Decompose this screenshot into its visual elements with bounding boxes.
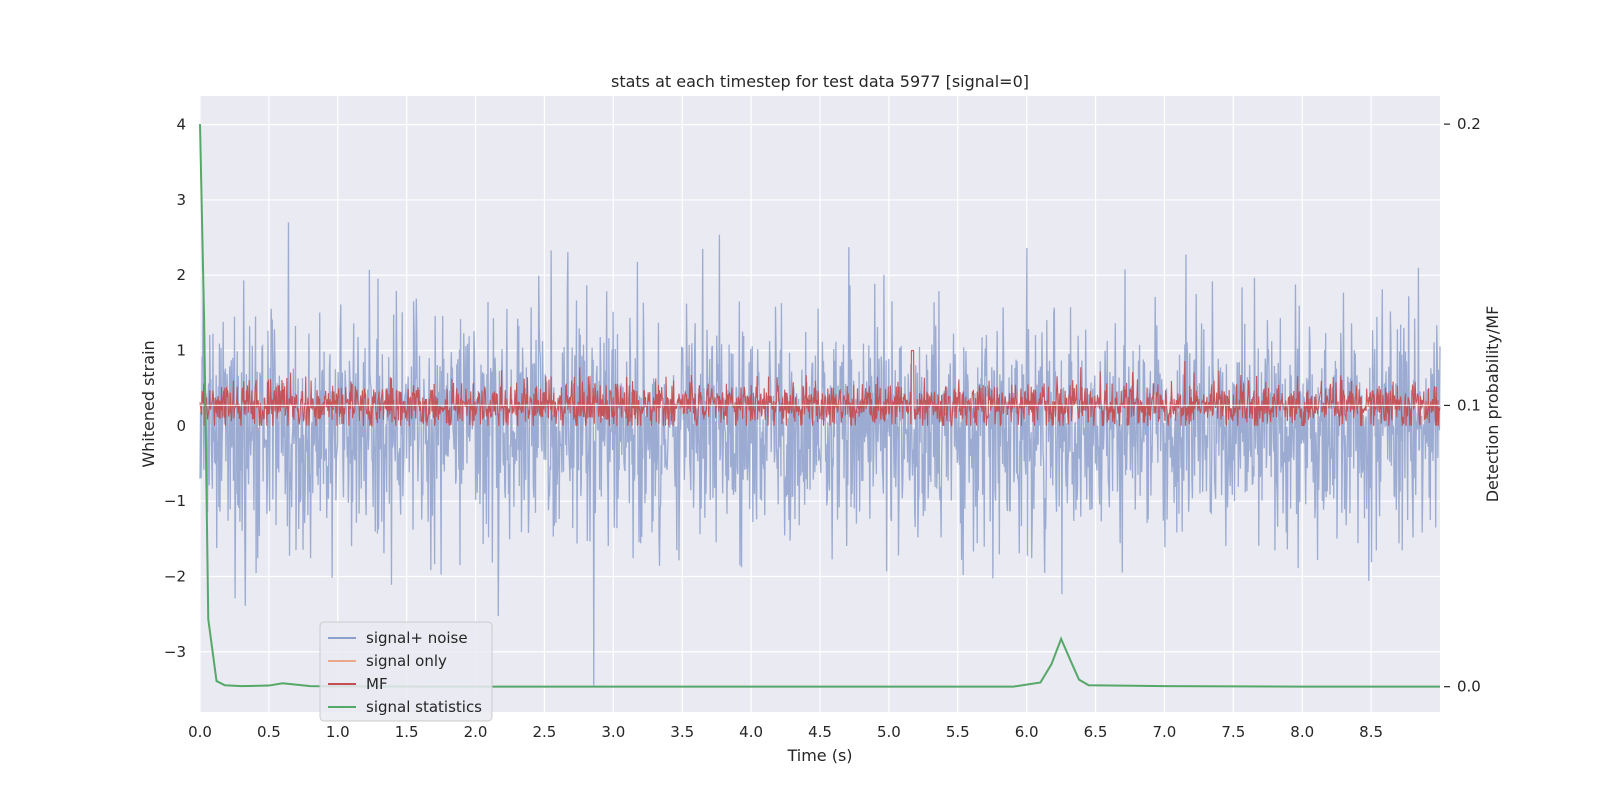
legend-label: signal statistics bbox=[366, 698, 482, 716]
x-tick-label: 5.0 bbox=[877, 723, 901, 741]
x-tick-label: 7.0 bbox=[1153, 723, 1177, 741]
x-tick-label: 0.5 bbox=[257, 723, 281, 741]
legend-label: signal only bbox=[366, 652, 447, 670]
legend-label: signal+ noise bbox=[366, 629, 468, 647]
legend-box bbox=[319, 621, 493, 722]
x-tick-label: 0.0 bbox=[188, 723, 212, 741]
x-tick-label: 3.5 bbox=[670, 723, 694, 741]
x-tick-label: 5.5 bbox=[946, 723, 970, 741]
chart-title: stats at each timestep for test data 597… bbox=[611, 72, 1029, 91]
legend: signal+ noise signal only MF signal statist… bbox=[319, 621, 493, 722]
x-tick-label: 1.5 bbox=[395, 723, 419, 741]
y2-tick-label: 0.2 bbox=[1457, 115, 1481, 133]
y-tick-label: 3 bbox=[176, 191, 186, 209]
x-axis-label: Time (s) bbox=[786, 746, 852, 765]
x-tick-label: 1.0 bbox=[326, 723, 350, 741]
y-tick-label: 2 bbox=[176, 266, 186, 284]
x-tick-label: 7.5 bbox=[1221, 723, 1245, 741]
series-mf bbox=[199, 349, 1441, 428]
y-tick-label: 4 bbox=[176, 116, 186, 134]
series-signal-noise bbox=[199, 222, 1441, 686]
x-tick-label: 3.0 bbox=[601, 723, 625, 741]
series-signal-statistics bbox=[199, 124, 1440, 688]
x-tick-label: 2.0 bbox=[464, 723, 488, 741]
y-tick-label: −1 bbox=[164, 492, 186, 510]
x-tick-label: 6.0 bbox=[1015, 723, 1039, 741]
x-tick-label: 4.0 bbox=[739, 723, 763, 741]
x-tick-label: 8.5 bbox=[1359, 723, 1383, 741]
y2-axis-label: Detection probability/MF bbox=[1483, 306, 1502, 503]
y-tick-label: −2 bbox=[164, 567, 186, 585]
x-tick-label: 2.5 bbox=[533, 723, 557, 741]
y-tick-label: −3 bbox=[164, 643, 186, 661]
y2-tick-label: 0.0 bbox=[1457, 678, 1481, 696]
legend-label: MF bbox=[366, 675, 388, 693]
x-tick-label: 8.0 bbox=[1290, 723, 1314, 741]
y-tick-label: 0 bbox=[176, 417, 186, 435]
series-layer bbox=[199, 124, 1441, 688]
axes: 0.0 0.5 1.0 1.5 2.0 2.5 3.0 3.5 4.0 4.5 5.0 5.5 6.0 6… bbox=[164, 115, 1481, 741]
y-tick-label: 1 bbox=[176, 342, 186, 360]
x-tick-label: 6.5 bbox=[1084, 723, 1108, 741]
y2-tick-label: 0.1 bbox=[1457, 396, 1481, 414]
y-axis-label: Whitened strain bbox=[139, 340, 158, 467]
x-tick-label: 4.5 bbox=[808, 723, 832, 741]
